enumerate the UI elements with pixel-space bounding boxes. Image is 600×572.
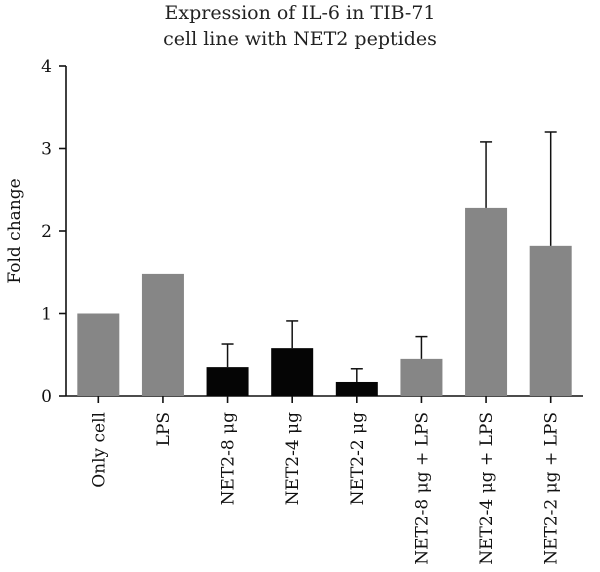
y-tick-label: 1 <box>41 305 52 325</box>
bar <box>400 358 443 396</box>
x-category-label: NET2-8 μg + LPS <box>412 412 432 565</box>
bar <box>271 348 314 396</box>
y-axis: 0 1 2 3 4 <box>41 57 67 407</box>
bar <box>206 367 249 396</box>
x-category-label: NET2-8 μg <box>219 412 239 505</box>
x-category-label: NET2-2 μg <box>348 412 368 505</box>
bar <box>335 381 378 396</box>
y-tick-label: 3 <box>41 140 52 160</box>
bar <box>529 245 572 396</box>
x-category-label: Only cell <box>89 412 109 488</box>
x-category-label: LPS <box>154 412 174 446</box>
bars <box>77 207 572 396</box>
y-tick-label: 2 <box>41 222 52 242</box>
y-tick-label: 4 <box>41 57 52 77</box>
chart-title-line-2: cell line with NET2 peptides <box>163 28 437 50</box>
y-tick-label: 0 <box>41 387 52 407</box>
bar <box>465 207 508 396</box>
error-bars <box>221 131 557 382</box>
x-axis <box>66 395 583 403</box>
bar <box>77 313 120 396</box>
y-axis-label: Fold change <box>5 178 25 283</box>
x-category-label: NET2-4 μg + LPS <box>477 412 497 565</box>
bar <box>141 273 184 396</box>
x-category-label: NET2-2 μg + LPS <box>542 412 562 565</box>
x-category-label: NET2-4 μg <box>283 412 303 505</box>
category-labels: Only cell LPS NET2-8 μg NET2-4 μg NET2-2 μg N… <box>89 412 561 565</box>
chart-title-line-1: Expression of IL-6 in TIB-71 <box>164 2 436 24</box>
